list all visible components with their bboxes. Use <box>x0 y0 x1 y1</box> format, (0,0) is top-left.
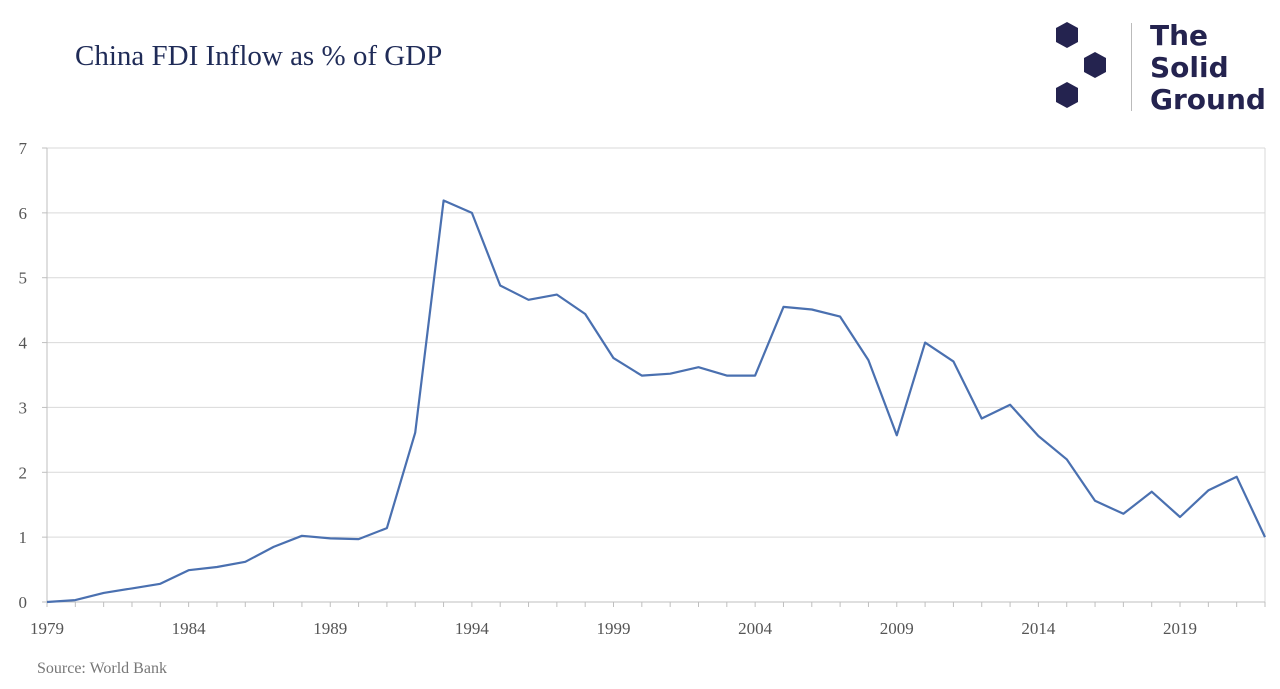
logo-wordmark: The Solid Ground <box>1150 20 1266 116</box>
data-point <box>1122 513 1124 515</box>
logo-line-1: The <box>1150 19 1209 52</box>
data-point <box>697 366 699 368</box>
x-tick-label: 1994 <box>455 619 490 638</box>
x-tick-label: 2014 <box>1021 619 1056 638</box>
data-point <box>556 294 558 296</box>
hexagon-logo-icon <box>1056 22 1106 108</box>
y-tick-label: 7 <box>19 139 28 158</box>
y-tick-label: 0 <box>19 593 28 612</box>
data-point <box>782 306 784 308</box>
y-tick-label: 5 <box>19 269 28 288</box>
series-line-0 <box>46 199 1266 604</box>
data-point <box>499 284 501 286</box>
data-point <box>1207 489 1209 491</box>
y-tick-label: 4 <box>19 334 28 353</box>
data-point <box>896 434 898 436</box>
data-point <box>528 299 530 301</box>
y-tick-label: 1 <box>19 528 28 547</box>
data-point <box>584 313 586 315</box>
y-tick-label: 6 <box>19 204 28 223</box>
data-point <box>46 601 48 603</box>
data-point <box>1264 536 1266 538</box>
data-point <box>443 200 445 202</box>
data-point <box>103 592 105 594</box>
data-point <box>1066 458 1068 460</box>
x-tick-label: 1984 <box>172 619 207 638</box>
data-point <box>867 359 869 361</box>
data-point <box>188 569 190 571</box>
x-tick-labels: 1979 1984 1989 1994 1999 2004 2009 2014 2019 <box>30 619 1197 638</box>
data-point <box>74 599 76 601</box>
data-point <box>754 375 756 377</box>
data-point <box>159 583 161 585</box>
y-tick-label: 2 <box>19 463 28 482</box>
logo-line-3: Ground <box>1150 83 1266 116</box>
y-tick-labels: 0 1 2 3 4 5 6 7 <box>19 139 28 612</box>
data-point <box>669 373 671 375</box>
x-tick-label: 2019 <box>1163 619 1197 638</box>
x-tick-label: 2009 <box>880 619 914 638</box>
x-tick-label: 1979 <box>30 619 64 638</box>
data-point <box>329 537 331 539</box>
chart-title: China FDI Inflow as % of GDP <box>75 40 443 72</box>
data-point <box>301 535 303 537</box>
data-point <box>1009 404 1011 406</box>
data-point <box>1094 500 1096 502</box>
data-point <box>811 308 813 310</box>
data-point <box>1151 491 1153 493</box>
data-point <box>924 342 926 344</box>
data-point <box>1236 476 1238 478</box>
x-tick-label: 1999 <box>597 619 631 638</box>
data-point <box>839 316 841 318</box>
data-point <box>981 417 983 419</box>
data-point <box>952 360 954 362</box>
data-point <box>1037 435 1039 437</box>
hexagon-bottom-icon <box>1056 82 1078 108</box>
data-point <box>641 375 643 377</box>
data-point <box>273 546 275 548</box>
data-point <box>358 538 360 540</box>
data-point <box>216 566 218 568</box>
logo-line-2: Solid <box>1150 51 1229 84</box>
data-point <box>244 561 246 563</box>
data-point <box>613 357 615 359</box>
hexagon-middle-icon <box>1084 52 1106 78</box>
data-point <box>1179 516 1181 518</box>
x-tick-label: 2004 <box>738 619 773 638</box>
data-point <box>471 212 473 214</box>
hexagon-top-icon <box>1056 22 1078 48</box>
series-group <box>46 199 1266 604</box>
logo-divider <box>1131 23 1132 111</box>
grid-lines <box>47 147 1266 602</box>
data-point <box>131 587 133 589</box>
data-point <box>414 432 416 434</box>
data-point <box>386 527 388 529</box>
x-tick-label: 1989 <box>313 619 347 638</box>
y-tick-label: 3 <box>19 398 28 417</box>
axes <box>42 147 1266 607</box>
source-note: Source: World Bank <box>37 660 167 677</box>
data-point <box>726 375 728 377</box>
